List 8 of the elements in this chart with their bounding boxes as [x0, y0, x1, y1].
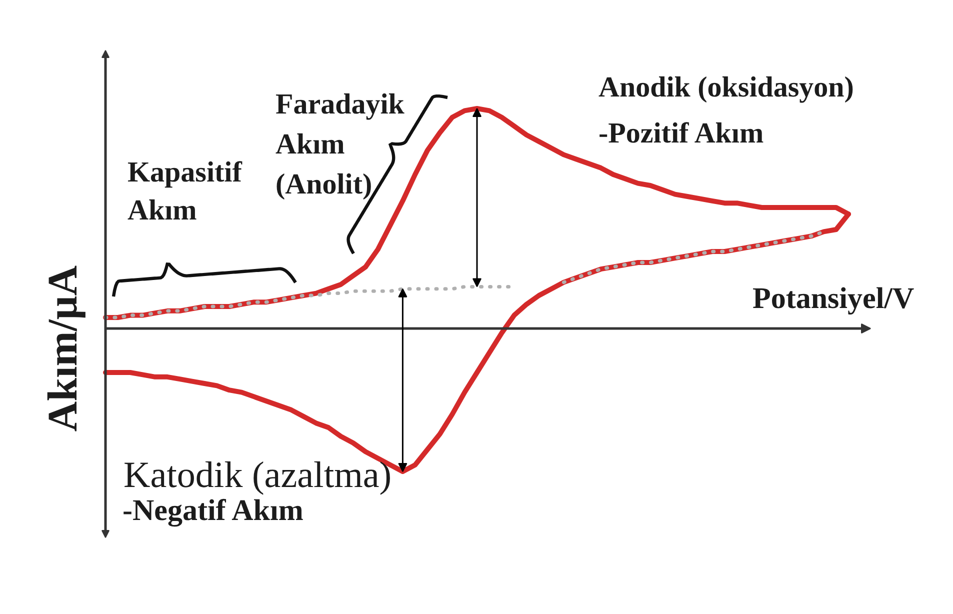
annotation: Kapasitif Akım [128, 156, 242, 226]
text: -Negatif Akım [122, 494, 304, 527]
y-axis-title: Akım/μA [40, 264, 86, 432]
annotation: -Pozitif Akım [598, 118, 764, 150]
annotation: Katodik (azaltma) [124, 455, 392, 496]
annotation: Faradayik Akım (Anolit) [276, 88, 406, 200]
x-axis-title: Potansiyel/V [752, 282, 914, 315]
text: Anodik (oksidasyon) [598, 72, 854, 104]
